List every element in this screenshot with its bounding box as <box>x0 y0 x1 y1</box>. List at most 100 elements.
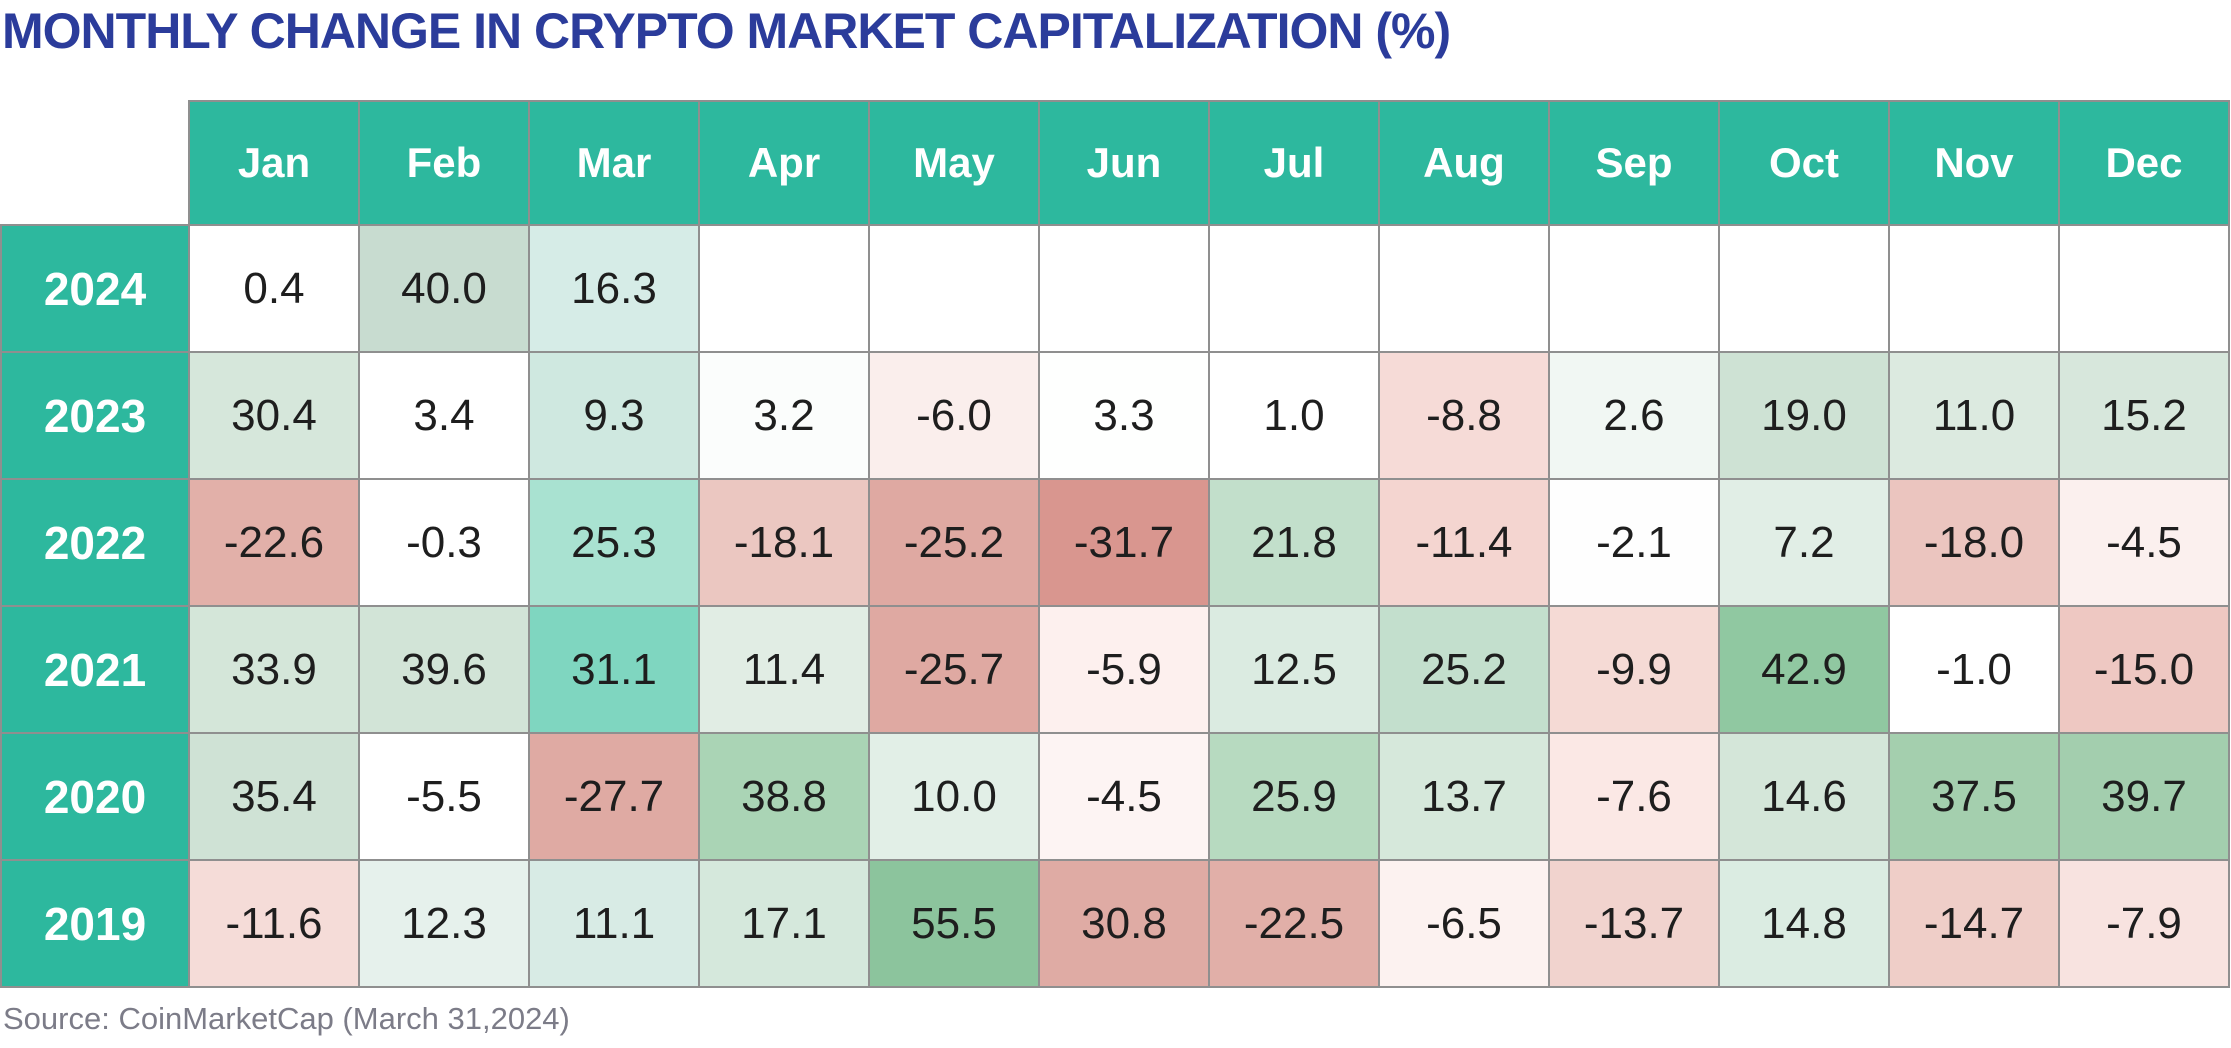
heatmap-cell-2022-apr: -18.1 <box>698 478 870 607</box>
month-header-row: Jan Feb Mar Apr May Jun Jul Aug Sep Oct Nov Dec <box>1 100 2230 226</box>
heatmap-cell-2023-feb: 3.4 <box>358 351 530 480</box>
table-row-2023: 2023 30.4 3.4 9.3 3.2 -6.0 3.3 1.0 -8.8 2.6 19.0 11… <box>0 351 2230 480</box>
heatmap-cell-2021-dec: -15.0 <box>2058 605 2230 734</box>
corner-cell <box>1 101 189 225</box>
heatmap-cell-2022-oct: 7.2 <box>1718 478 1890 607</box>
heatmap-cell-2021-may: -25.7 <box>868 605 1040 734</box>
heatmap-cell-2019-apr: 17.1 <box>698 859 870 988</box>
heatmap-cell-2019-jan: -11.6 <box>188 859 360 988</box>
year-cell-2020: 2020 <box>0 732 190 861</box>
page-title: MONTHLY CHANGE IN CRYPTO MARKET CAPITALI… <box>2 3 1451 59</box>
heatmap-cell-2020-feb: -5.5 <box>358 732 530 861</box>
heatmap-cell-2022-mar: 25.3 <box>528 478 700 607</box>
heatmap-cell-2019-sep: -13.7 <box>1548 859 1720 988</box>
heatmap-cell-2020-jan: 35.4 <box>188 732 360 861</box>
heatmap-cell-2022-dec: -4.5 <box>2058 478 2230 607</box>
heatmap-cell-2023-jul: 1.0 <box>1208 351 1380 480</box>
month-header-feb: Feb <box>358 100 530 226</box>
heatmap-cell-2023-oct: 19.0 <box>1718 351 1890 480</box>
heatmap-cell-2020-jul: 25.9 <box>1208 732 1380 861</box>
heatmap-cell-2024-nov <box>1888 224 2060 353</box>
heatmap-cell-2023-mar: 9.3 <box>528 351 700 480</box>
table-body: 2024 0.4 40.0 16.3 2023 30.4 3.4 9.3 3.2 -6.0 3.3 1… <box>0 224 2230 988</box>
heatmap-cell-2020-oct: 14.6 <box>1718 732 1890 861</box>
heatmap-cell-2019-oct: 14.8 <box>1718 859 1890 988</box>
month-header-sep: Sep <box>1548 100 1720 226</box>
heatmap-cell-2023-jun: 3.3 <box>1038 351 1210 480</box>
heatmap-cell-2021-sep: -9.9 <box>1548 605 1720 734</box>
heatmap-cell-2024-dec <box>2058 224 2230 353</box>
month-header-jun: Jun <box>1038 100 1210 226</box>
heatmap-cell-2024-may <box>868 224 1040 353</box>
heatmap-cell-2019-aug: -6.5 <box>1378 859 1550 988</box>
heatmap-cell-2020-jun: -4.5 <box>1038 732 1210 861</box>
source-note: Source: CoinMarketCap (March 31,2024) <box>3 1001 570 1036</box>
heatmap-cell-2024-mar: 16.3 <box>528 224 700 353</box>
month-header-oct: Oct <box>1718 100 1890 226</box>
table-row-2020: 2020 35.4 -5.5 -27.7 38.8 10.0 -4.5 25.9 13.7 -7.… <box>0 732 2230 861</box>
heatmap-cell-2024-sep <box>1548 224 1720 353</box>
heatmap-cell-2020-may: 10.0 <box>868 732 1040 861</box>
heatmap-cell-2020-apr: 38.8 <box>698 732 870 861</box>
heatmap-cell-2022-jul: 21.8 <box>1208 478 1380 607</box>
heatmap-cell-2024-jan: 0.4 <box>188 224 360 353</box>
heatmap-cell-2022-may: -25.2 <box>868 478 1040 607</box>
heatmap-cell-2019-jul: -22.5 <box>1208 859 1380 988</box>
heatmap-cell-2023-apr: 3.2 <box>698 351 870 480</box>
heatmap-cell-2023-aug: -8.8 <box>1378 351 1550 480</box>
heatmap-cell-2023-dec: 15.2 <box>2058 351 2230 480</box>
year-cell-2021: 2021 <box>0 605 190 734</box>
heatmap-cell-2024-apr <box>698 224 870 353</box>
heatmap-cell-2023-may: -6.0 <box>868 351 1040 480</box>
heatmap-cell-2022-aug: -11.4 <box>1378 478 1550 607</box>
heatmap-cell-2022-sep: -2.1 <box>1548 478 1720 607</box>
heatmap-cell-2021-jul: 12.5 <box>1208 605 1380 734</box>
heatmap-cell-2020-aug: 13.7 <box>1378 732 1550 861</box>
month-header-nov: Nov <box>1888 100 2060 226</box>
heatmap-cell-2024-aug <box>1378 224 1550 353</box>
heatmap-cell-2020-dec: 39.7 <box>2058 732 2230 861</box>
month-header-may: May <box>868 100 1040 226</box>
table-row-2021: 2021 33.9 39.6 31.1 11.4 -25.7 -5.9 12.5 25.2 -9.… <box>0 605 2230 734</box>
table-row-2024: 2024 0.4 40.0 16.3 <box>0 224 2230 353</box>
month-header-apr: Apr <box>698 100 870 226</box>
heatmap-cell-2019-nov: -14.7 <box>1888 859 2060 988</box>
month-header-jan: Jan <box>188 100 360 226</box>
heatmap-cell-2021-nov: -1.0 <box>1888 605 2060 734</box>
month-header-mar: Mar <box>528 100 700 226</box>
heatmap-cell-2023-sep: 2.6 <box>1548 351 1720 480</box>
heatmap-cell-2019-dec: -7.9 <box>2058 859 2230 988</box>
heatmap-cell-2024-jul <box>1208 224 1380 353</box>
heatmap-cell-2019-mar: 11.1 <box>528 859 700 988</box>
year-cell-2023: 2023 <box>0 351 190 480</box>
heatmap-cell-2023-jan: 30.4 <box>188 351 360 480</box>
heatmap-table: Jan Feb Mar Apr May Jun Jul Aug Sep Oct Nov Dec 202… <box>0 100 2230 988</box>
heatmap-cell-2021-jun: -5.9 <box>1038 605 1210 734</box>
year-cell-2022: 2022 <box>0 478 190 607</box>
heatmap-cell-2024-oct <box>1718 224 1890 353</box>
heatmap-cell-2019-may: 55.5 <box>868 859 1040 988</box>
month-header-aug: Aug <box>1378 100 1550 226</box>
month-header-dec: Dec <box>2058 100 2230 226</box>
heatmap-cell-2021-jan: 33.9 <box>188 605 360 734</box>
heatmap-cell-2022-feb: -0.3 <box>358 478 530 607</box>
heatmap-cell-2021-aug: 25.2 <box>1378 605 1550 734</box>
heatmap-cell-2023-nov: 11.0 <box>1888 351 2060 480</box>
heatmap-cell-2021-feb: 39.6 <box>358 605 530 734</box>
heatmap-cell-2022-nov: -18.0 <box>1888 478 2060 607</box>
heatmap-cell-2020-nov: 37.5 <box>1888 732 2060 861</box>
heatmap-cell-2024-jun <box>1038 224 1210 353</box>
heatmap-cell-2022-jun: -31.7 <box>1038 478 1210 607</box>
heatmap-cell-2019-jun: 30.8 <box>1038 859 1210 988</box>
header-row: Jan Feb Mar Apr May Jun Jul Aug Sep Oct Nov Dec <box>1 100 2230 226</box>
heatmap-cell-2021-oct: 42.9 <box>1718 605 1890 734</box>
year-cell-2019: 2019 <box>0 859 190 988</box>
heatmap-cell-2022-jan: -22.6 <box>188 478 360 607</box>
table-row-2022: 2022 -22.6 -0.3 25.3 -18.1 -25.2 -31.7 21.8 -11.… <box>0 478 2230 607</box>
heatmap-cell-2020-sep: -7.6 <box>1548 732 1720 861</box>
heatmap-cell-2021-mar: 31.1 <box>528 605 700 734</box>
heatmap-cell-2020-mar: -27.7 <box>528 732 700 861</box>
heatmap-cell-2019-feb: 12.3 <box>358 859 530 988</box>
heatmap-cell-2024-feb: 40.0 <box>358 224 530 353</box>
